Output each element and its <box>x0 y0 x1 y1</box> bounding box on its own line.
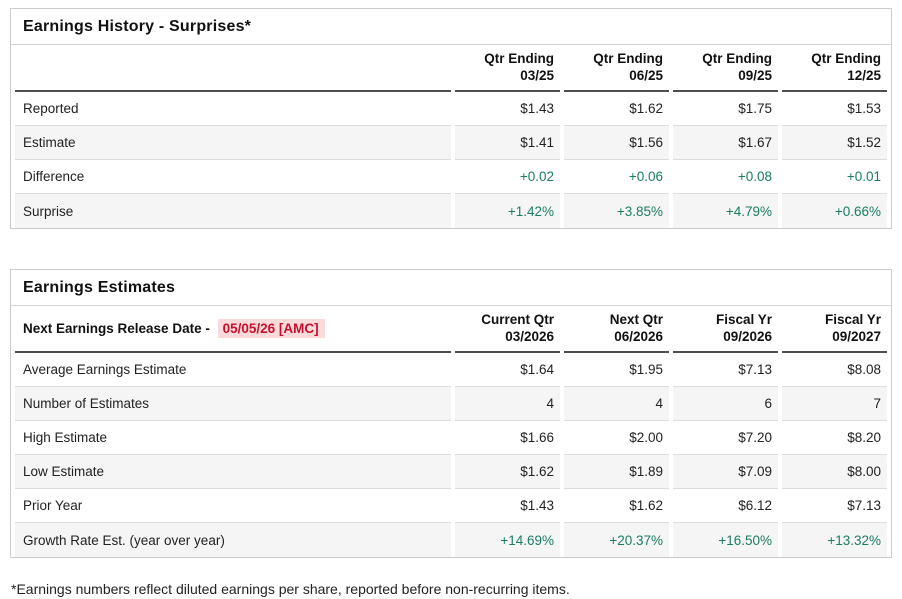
cell-value: $1.89 <box>564 455 669 489</box>
cell-value: $2.00 <box>564 421 669 455</box>
cell-value: 4 <box>564 387 669 421</box>
column-header-line2: 06/2026 <box>614 329 663 344</box>
cell-value: $1.52 <box>782 126 887 160</box>
cell-value: $1.56 <box>564 126 669 160</box>
cell-value: $7.20 <box>673 421 778 455</box>
cell-value: $8.20 <box>782 421 887 455</box>
cell-value: 7 <box>782 387 887 421</box>
column-header: Fiscal Yr 09/2027 <box>782 306 887 353</box>
cell-value: $1.62 <box>455 455 560 489</box>
earnings-estimates-title: Earnings Estimates <box>11 270 891 306</box>
next-earnings-release-cell: Next Earnings Release Date - 05/05/26 [A… <box>15 306 451 353</box>
earnings-history-panel: Earnings History - Surprises* Qtr Ending… <box>10 8 892 229</box>
history-header-empty-cell <box>15 45 451 92</box>
cell-value: +16.50% <box>673 523 778 557</box>
cell-value: $1.43 <box>455 92 560 126</box>
row-label: Difference <box>15 160 451 194</box>
cell-value: $1.66 <box>455 421 560 455</box>
column-header-line2: 09/2027 <box>832 329 881 344</box>
cell-value: +4.79% <box>673 194 778 228</box>
row-label: Surprise <box>15 194 451 228</box>
cell-value: $7.13 <box>673 353 778 387</box>
cell-value: +0.06 <box>564 160 669 194</box>
cell-value: 4 <box>455 387 560 421</box>
column-header: Qtr Ending 12/25 <box>782 45 887 92</box>
cell-value: +3.85% <box>564 194 669 228</box>
column-header-line1: Fiscal Yr <box>715 312 772 327</box>
column-header-line1: Qtr Ending <box>593 51 663 66</box>
earnings-estimates-panel: Earnings Estimates Next Earnings Release… <box>10 269 892 558</box>
cell-value: $1.53 <box>782 92 887 126</box>
estimates-header-row: Next Earnings Release Date - 05/05/26 [A… <box>15 306 887 353</box>
table-row-average-earnings-estimate: Average Earnings Estimate $1.64 $1.95 $7… <box>15 353 887 387</box>
cell-value: $6.12 <box>673 489 778 523</box>
column-header-line1: Fiscal Yr <box>824 312 881 327</box>
column-header: Qtr Ending 06/25 <box>564 45 669 92</box>
cell-value: +13.32% <box>782 523 887 557</box>
column-header: Qtr Ending 03/25 <box>455 45 560 92</box>
cell-value: $1.43 <box>455 489 560 523</box>
row-label: Reported <box>15 92 451 126</box>
column-header-line2: 03/25 <box>520 68 554 83</box>
table-row-growth-rate-est: Growth Rate Est. (year over year) +14.69… <box>15 523 887 557</box>
cell-value: +14.69% <box>455 523 560 557</box>
column-header: Qtr Ending 09/25 <box>673 45 778 92</box>
table-row-prior-year: Prior Year $1.43 $1.62 $6.12 $7.13 <box>15 489 887 523</box>
row-label: Low Estimate <box>15 455 451 489</box>
cell-value: $1.64 <box>455 353 560 387</box>
cell-value: $8.00 <box>782 455 887 489</box>
cell-value: +0.01 <box>782 160 887 194</box>
cell-value: $1.95 <box>564 353 669 387</box>
column-header: Fiscal Yr 09/2026 <box>673 306 778 353</box>
cell-value: 6 <box>673 387 778 421</box>
cell-value: +1.42% <box>455 194 560 228</box>
column-header-line2: 09/25 <box>738 68 772 83</box>
row-label: Growth Rate Est. (year over year) <box>15 523 451 557</box>
earnings-history-title: Earnings History - Surprises* <box>11 9 891 45</box>
cell-value: $8.08 <box>782 353 887 387</box>
row-label: Estimate <box>15 126 451 160</box>
cell-value: +0.02 <box>455 160 560 194</box>
table-row-surprise: Surprise +1.42% +3.85% +4.79% +0.66% <box>15 194 887 228</box>
column-header-line1: Current Qtr <box>481 312 554 327</box>
earnings-estimates-table: Next Earnings Release Date - 05/05/26 [A… <box>11 306 891 557</box>
column-header-line2: 12/25 <box>847 68 881 83</box>
column-header-line2: 09/2026 <box>723 329 772 344</box>
row-label: Prior Year <box>15 489 451 523</box>
column-header-line2: 06/25 <box>629 68 663 83</box>
cell-value: $7.09 <box>673 455 778 489</box>
column-header-line2: 03/2026 <box>505 329 554 344</box>
table-row-reported: Reported $1.43 $1.62 $1.75 $1.53 <box>15 92 887 126</box>
table-row-low-estimate: Low Estimate $1.62 $1.89 $7.09 $8.00 <box>15 455 887 489</box>
column-header-line1: Next Qtr <box>609 312 663 327</box>
row-label: High Estimate <box>15 421 451 455</box>
table-row-high-estimate: High Estimate $1.66 $2.00 $7.20 $8.20 <box>15 421 887 455</box>
table-row-estimate: Estimate $1.41 $1.56 $1.67 $1.52 <box>15 126 887 160</box>
cell-value: $1.75 <box>673 92 778 126</box>
column-header-line1: Qtr Ending <box>702 51 772 66</box>
column-header: Current Qtr 03/2026 <box>455 306 560 353</box>
cell-value: +20.37% <box>564 523 669 557</box>
table-row-difference: Difference +0.02 +0.06 +0.08 +0.01 <box>15 160 887 194</box>
cell-value: $1.41 <box>455 126 560 160</box>
cell-value: $1.62 <box>564 489 669 523</box>
cell-value: $1.67 <box>673 126 778 160</box>
row-label: Average Earnings Estimate <box>15 353 451 387</box>
cell-value: $7.13 <box>782 489 887 523</box>
row-label: Number of Estimates <box>15 387 451 421</box>
release-date-label: Next Earnings Release Date - <box>23 320 210 336</box>
cell-value: +0.66% <box>782 194 887 228</box>
footnote: *Earnings numbers reflect diluted earnin… <box>11 581 570 597</box>
history-header-row: Qtr Ending 03/25 Qtr Ending 06/25 Qtr En… <box>15 45 887 92</box>
cell-value: +0.08 <box>673 160 778 194</box>
release-date-value: 05/05/26 [AMC] <box>217 318 325 338</box>
column-header-line1: Qtr Ending <box>484 51 554 66</box>
table-row-number-of-estimates: Number of Estimates 4 4 6 7 <box>15 387 887 421</box>
column-header-line1: Qtr Ending <box>811 51 881 66</box>
cell-value: $1.62 <box>564 92 669 126</box>
column-header: Next Qtr 06/2026 <box>564 306 669 353</box>
earnings-history-table: Qtr Ending 03/25 Qtr Ending 06/25 Qtr En… <box>11 45 891 228</box>
